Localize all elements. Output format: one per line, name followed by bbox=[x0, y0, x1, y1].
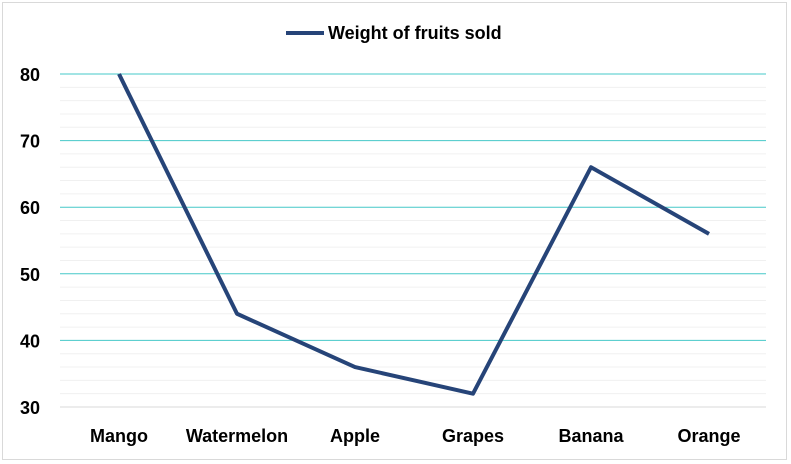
major-gridlines bbox=[60, 73, 766, 341]
y-axis-tick-labels: 30 40 50 60 70 80 bbox=[20, 65, 40, 418]
y-tick-label: 80 bbox=[20, 65, 40, 85]
legend: Weight of fruits sold bbox=[286, 23, 502, 43]
y-tick-label: 30 bbox=[20, 398, 40, 418]
minor-gridlines bbox=[60, 86, 766, 395]
x-axis-tick-labels: Mango Watermelon Apple Grapes Banana Orange bbox=[90, 426, 741, 446]
legend-label: Weight of fruits sold bbox=[328, 23, 502, 43]
x-tick-label: Apple bbox=[330, 426, 380, 446]
chart-frame bbox=[2, 2, 787, 460]
x-tick-label: Banana bbox=[558, 426, 624, 446]
y-tick-label: 70 bbox=[20, 132, 40, 152]
x-tick-label: Watermelon bbox=[186, 426, 288, 446]
y-tick-label: 40 bbox=[20, 331, 40, 351]
series-layer bbox=[117, 73, 710, 396]
series-line bbox=[117, 73, 710, 396]
x-tick-label: Grapes bbox=[442, 426, 504, 446]
x-tick-label: Mango bbox=[90, 426, 148, 446]
x-tick-label: Orange bbox=[677, 426, 740, 446]
y-tick-label: 50 bbox=[20, 265, 40, 285]
y-tick-label: 60 bbox=[20, 198, 40, 218]
